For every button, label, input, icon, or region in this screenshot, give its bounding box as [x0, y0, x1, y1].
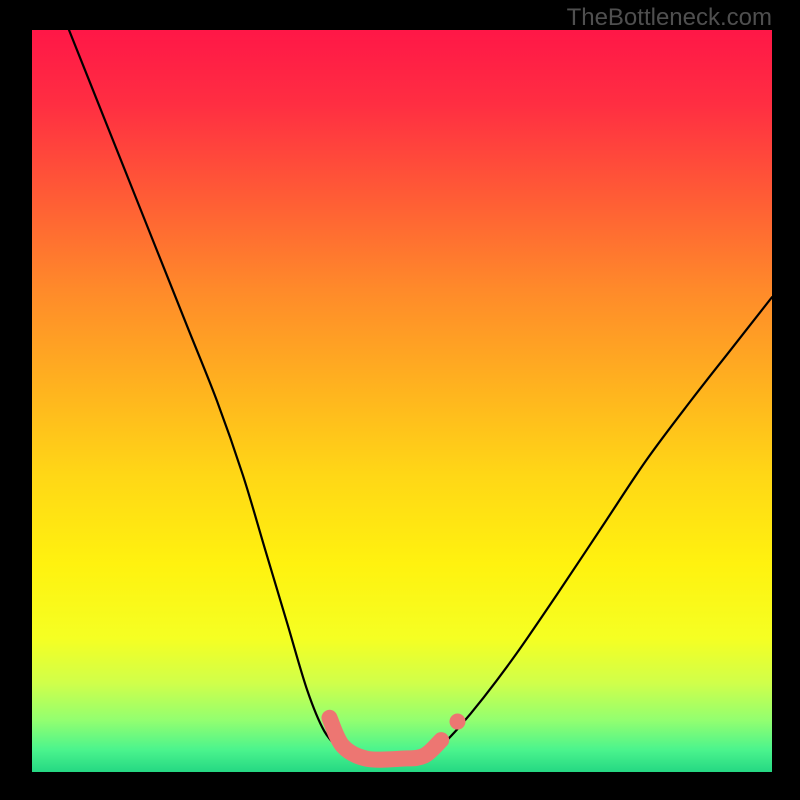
optimal-band-dot — [450, 714, 466, 730]
plot-area — [32, 30, 772, 772]
gradient-background — [32, 30, 772, 772]
chart-stage: TheBottleneck.com — [0, 0, 800, 800]
watermark-label: TheBottleneck.com — [567, 4, 772, 32]
bottleneck-chart — [32, 30, 772, 772]
